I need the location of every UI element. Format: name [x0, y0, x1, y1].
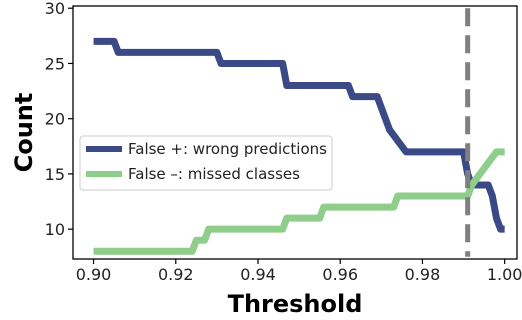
legend: False +: wrong predictions False –: miss…: [79, 135, 333, 191]
x-axis-title: Threshold: [228, 290, 363, 318]
y-axis-title: Count: [10, 93, 38, 173]
series-line-false-positive: [93, 37, 505, 233]
y-tick-label: 25: [45, 54, 65, 73]
x-tick-label: 0.96: [322, 265, 358, 284]
legend-box: [79, 135, 333, 191]
x-tick-label: 1.00: [487, 265, 522, 284]
y-tick-label: 20: [45, 110, 65, 129]
y-tick-label: 10: [45, 220, 65, 239]
plot-frame: [72, 5, 518, 260]
series-line-false-negative: [93, 148, 505, 255]
x-tick-label: 0.98: [405, 265, 441, 284]
legend-label-false-positive: False +: wrong predictions: [128, 140, 327, 158]
x-tick-label: 0.90: [76, 265, 112, 284]
x-tick-label: 0.94: [240, 265, 276, 284]
axis-ticks: 0.90 0.92 0.94 0.96 0.98 1.00 10 15 20 25 30: [45, 0, 522, 284]
plot-area: [93, 8, 505, 257]
y-tick-label: 30: [45, 0, 65, 18]
y-tick-label: 15: [45, 165, 65, 184]
legend-label-false-negative: False –: missed classes: [128, 165, 300, 183]
x-tick-label: 0.92: [158, 265, 194, 284]
